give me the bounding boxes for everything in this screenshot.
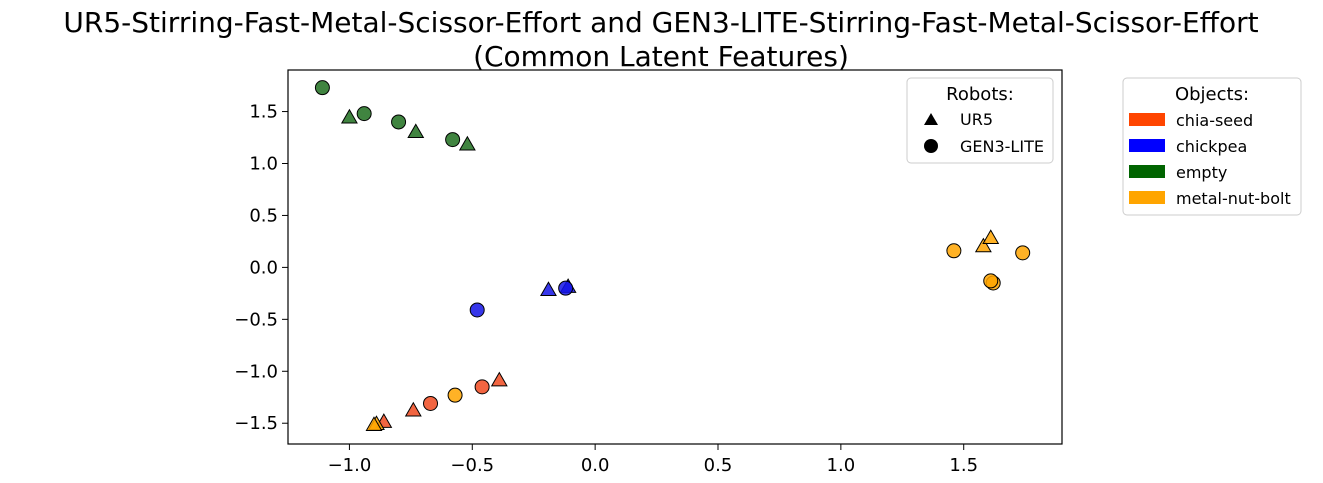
gen3-lite-metal-nut-bolt-point (1015, 245, 1031, 261)
gen3-lite-chia-seed-point (474, 379, 490, 395)
ur5-empty-point (340, 108, 358, 124)
metal-nut-bolt-swatch (1129, 191, 1165, 204)
objects-legend-label-chia-seed: chia-seed (1176, 111, 1253, 130)
x-tick-label: 1.5 (949, 455, 978, 476)
robots-legend-title: Robots: (946, 84, 1014, 105)
y-axis: −1.5 −1.0 −0.5 0.0 0.5 1.0 1.5 (234, 102, 288, 434)
x-tick-label: −1.0 (328, 455, 372, 476)
y-tick-label: 0.5 (249, 205, 278, 226)
y-tick-label: −1.5 (234, 413, 278, 434)
y-tick-label: −0.5 (234, 309, 278, 330)
gen3-lite-metal-nut-bolt-point (447, 387, 463, 403)
ur5-metal-nut-bolt-point (982, 229, 1000, 244)
ur5-empty-point (458, 135, 476, 151)
gen3-lite-empty-point (314, 80, 330, 96)
data-points (314, 80, 1031, 431)
robots-legend-label-ur5: UR5 (960, 110, 993, 129)
gen3-lite-chickpea-point (558, 280, 574, 296)
objects-legend-label-empty: empty (1176, 163, 1227, 182)
gen3-lite-empty-point (356, 106, 372, 122)
gen3-lite-metal-nut-bolt-point (946, 243, 962, 259)
robots-legend-frame (906, 77, 1054, 164)
gen3-lite-empty-point (391, 114, 407, 130)
ur5-chickpea-point (539, 281, 557, 296)
robots-legend-label-gen3-lite: GEN3-LITE (960, 137, 1044, 156)
x-tick-label: 0.5 (704, 455, 733, 476)
gen3-lite-chia-seed-point (423, 395, 439, 411)
objects-legend-title: Objects: (1175, 84, 1249, 105)
x-tick-label: 0.0 (581, 455, 610, 476)
gen3-lite-empty-point (445, 132, 461, 148)
y-tick-label: 1.0 (249, 154, 278, 175)
y-tick-label: 1.5 (249, 102, 278, 123)
circle-marker-icon (924, 139, 938, 153)
chart-title-line2: (Common Latent Features) (473, 40, 849, 73)
objects-legend-label-chickpea: chickpea (1176, 137, 1247, 156)
ur5-metal-nut-bolt-point (974, 237, 992, 253)
robots-legend: Robots: UR5 GEN3-LITE (906, 77, 1054, 164)
ur5-chia-seed-point (404, 401, 422, 417)
objects-legend: Objects: chia-seed chickpea empty metal-nut… (1122, 77, 1302, 216)
ur5-metal-nut-bolt-point (365, 416, 383, 431)
chart-title-line1: UR5-Stirring-Fast-Metal-Scissor-Effort a… (63, 6, 1258, 39)
triangle-marker-icon (924, 113, 938, 125)
empty-swatch (1129, 165, 1165, 178)
y-tick-label: 0.0 (249, 257, 278, 278)
gen3-lite-metal-nut-bolt-point (983, 273, 999, 289)
objects-legend-label-metal-nut-bolt: metal-nut-bolt (1176, 189, 1291, 208)
gen3-lite-chickpea-point (469, 302, 485, 318)
objects-legend-frame (1122, 77, 1302, 216)
x-tick-label: 1.0 (827, 455, 856, 476)
chickpea-swatch (1129, 139, 1165, 152)
ur5-chia-seed-point (490, 371, 508, 387)
x-axis: −1.0 −0.5 0.0 0.5 1.0 1.5 (328, 444, 978, 476)
chia-seed-swatch (1129, 113, 1165, 126)
x-tick-label: −0.5 (450, 455, 494, 476)
y-tick-label: −1.0 (234, 361, 278, 382)
ur5-empty-point (407, 123, 425, 139)
